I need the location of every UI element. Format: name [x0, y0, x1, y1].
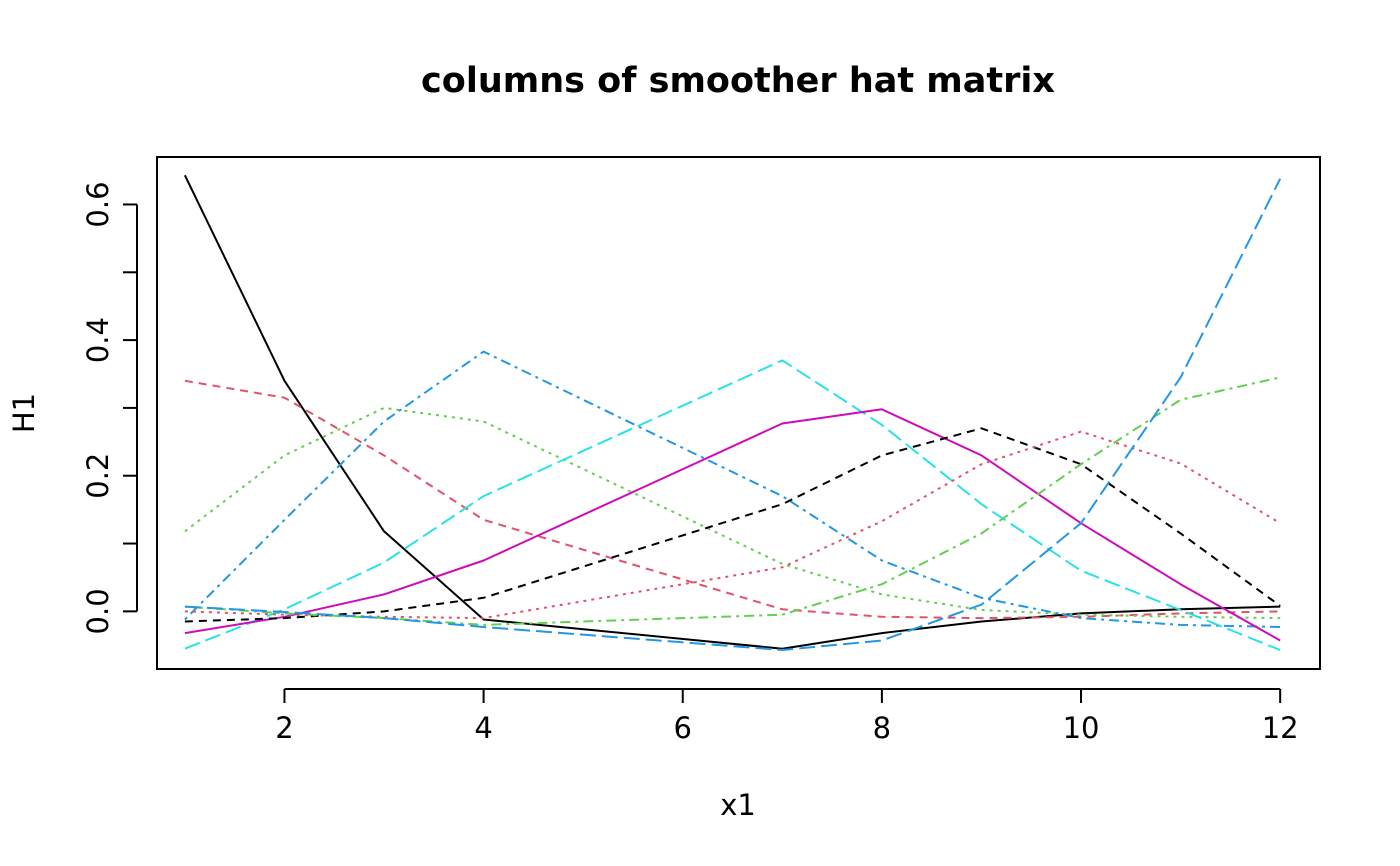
chart-title: columns of smoother hat matrix: [421, 61, 1055, 101]
series-line-8: [184, 430, 1281, 620]
y-tick-label: 0.0: [81, 588, 115, 634]
x-tick-label: 8: [873, 711, 891, 745]
series-line-10: [184, 178, 1282, 651]
x-tick-label: 2: [275, 711, 293, 745]
y-axis-label: H1: [7, 393, 41, 433]
x-axis-label: x1: [720, 788, 756, 822]
series-line-2: [184, 379, 1281, 620]
y-tick-label: 0.6: [81, 181, 115, 227]
plot-area: [156, 156, 1321, 670]
y-axis: 0.0 0.2 0.4 0.6: [81, 181, 138, 634]
series-line-6: [184, 408, 1281, 642]
series-layer: [184, 174, 1282, 651]
series-line-5: [184, 359, 1281, 651]
series-line-1: [184, 174, 1281, 650]
x-tick-label: 10: [1063, 711, 1100, 745]
series-line-4: [184, 350, 1281, 628]
x-tick-label: 6: [674, 711, 692, 745]
x-tick-label: 4: [474, 711, 492, 745]
series-line-3: [184, 406, 1281, 620]
x-axis: 2 4 6 8 10 12: [275, 688, 1299, 745]
y-tick-label: 0.2: [81, 453, 115, 499]
y-tick-label: 0.4: [81, 317, 115, 363]
x-tick-label: 12: [1262, 711, 1299, 745]
series-line-9: [184, 376, 1281, 626]
